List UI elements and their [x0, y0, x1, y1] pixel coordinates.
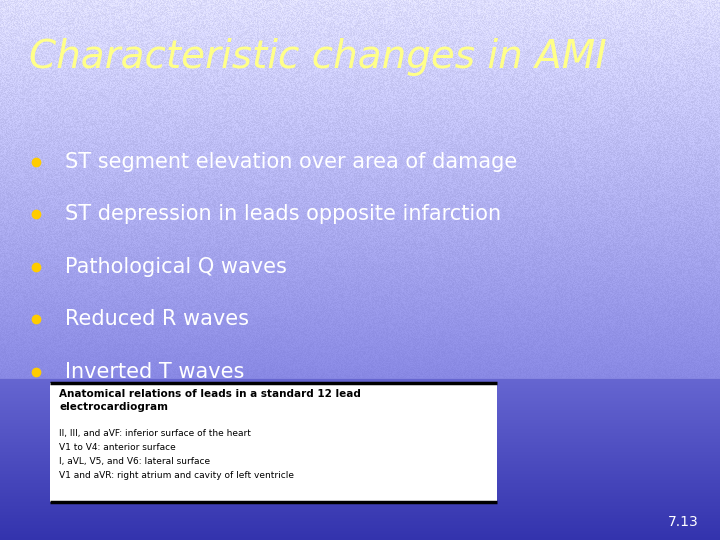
Text: Pathological Q waves: Pathological Q waves	[65, 256, 287, 277]
Text: Inverted T waves: Inverted T waves	[65, 361, 244, 382]
Text: Reduced R waves: Reduced R waves	[65, 309, 249, 329]
Text: ST depression in leads opposite infarction: ST depression in leads opposite infarcti…	[65, 204, 501, 225]
Text: 7.13: 7.13	[667, 515, 698, 529]
Text: Characteristic changes in AMI: Characteristic changes in AMI	[29, 38, 606, 76]
FancyBboxPatch shape	[50, 383, 497, 502]
Text: V1 to V4: anterior surface: V1 to V4: anterior surface	[59, 443, 176, 453]
Text: I, aVL, V5, and V6: lateral surface: I, aVL, V5, and V6: lateral surface	[59, 457, 210, 467]
Text: V1 and aVR: right atrium and cavity of left ventricle: V1 and aVR: right atrium and cavity of l…	[59, 471, 294, 481]
Text: ST segment elevation over area of damage: ST segment elevation over area of damage	[65, 152, 517, 172]
Text: Anatomical relations of leads in a standard 12 lead
electrocardiogram: Anatomical relations of leads in a stand…	[59, 389, 361, 412]
Text: II, III, and aVF: inferior surface of the heart: II, III, and aVF: inferior surface of th…	[59, 429, 251, 438]
